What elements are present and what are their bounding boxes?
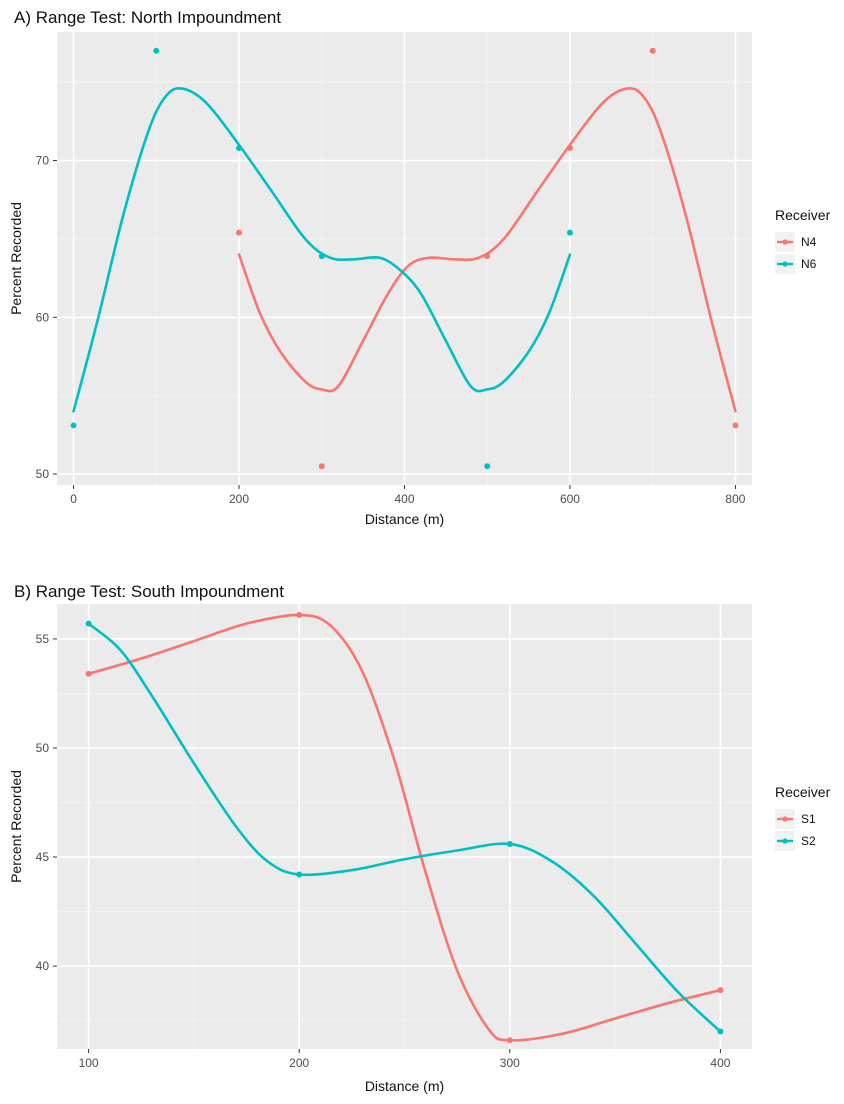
data-point <box>566 144 573 151</box>
data-point <box>85 670 92 677</box>
y-tick-label: 40 <box>36 959 50 973</box>
data-point <box>296 871 303 878</box>
chart-panel-south: B) Range Test: South Impoundment 100 200 3… <box>0 572 844 1099</box>
x-tick-label: 0 <box>70 492 77 506</box>
legend-label: S2 <box>801 834 816 848</box>
x-tick-label: 600 <box>560 492 580 506</box>
chart-north-svg: 0 200 400 600 800 50 60 70 Distance (m) Percent R… <box>8 32 831 527</box>
x-tick-label: 400 <box>394 492 414 506</box>
y-tick-label: 45 <box>36 850 50 864</box>
y-tick-label: 50 <box>36 741 50 755</box>
series-N6 <box>70 47 573 470</box>
legend-label: N6 <box>801 257 817 271</box>
data-point <box>318 253 325 260</box>
x-tick-label: 100 <box>79 1056 99 1070</box>
chart-south-svg: 100 200 300 400 40 45 50 55 Distance (m) Percent … <box>8 604 831 1094</box>
legend: Receiver N4 N6 <box>775 207 831 274</box>
x-tick-label: 300 <box>500 1056 520 1070</box>
y-axis-title: Percent Recorded <box>8 202 24 315</box>
data-point <box>717 987 724 994</box>
legend: Receiver S1 S2 <box>775 784 831 851</box>
x-axis-title: Distance (m) <box>365 511 444 527</box>
series-S2 <box>85 620 724 1035</box>
y-axis-title: Percent Recorded <box>8 770 24 883</box>
series-N4 <box>236 47 739 470</box>
y-tick-label: 60 <box>36 310 50 324</box>
legend-title: Receiver <box>775 784 831 800</box>
data-point <box>318 463 325 470</box>
legend-label: S1 <box>801 812 816 826</box>
data-point <box>153 47 160 54</box>
x-tick-label: 200 <box>229 492 249 506</box>
legend-title: Receiver <box>775 207 831 223</box>
data-point <box>236 229 243 236</box>
series-line <box>237 87 737 413</box>
data-point <box>649 47 656 54</box>
data-point <box>236 144 243 151</box>
legend-point <box>782 261 788 267</box>
series-line <box>87 622 722 1033</box>
x-axis-title: Distance (m) <box>365 1078 444 1094</box>
legend-point <box>782 838 788 844</box>
chart-title: B) Range Test: South Impoundment <box>14 582 284 601</box>
data-point <box>732 422 739 429</box>
legend-label: N4 <box>801 235 817 249</box>
data-point <box>296 611 303 618</box>
data-point <box>717 1028 724 1035</box>
data-point <box>85 620 92 627</box>
x-tick-label: 400 <box>710 1056 730 1070</box>
series-line <box>72 87 572 413</box>
series-line <box>87 613 722 1042</box>
data-point <box>70 422 77 429</box>
x-tick-label: 800 <box>725 492 745 506</box>
y-tick-label: 55 <box>36 632 50 646</box>
y-tick-label: 70 <box>36 154 50 168</box>
data-point <box>506 840 513 847</box>
chart-title: A) Range Test: North Impoundment <box>14 8 282 27</box>
data-point <box>484 463 491 470</box>
y-tick-label: 50 <box>36 467 50 481</box>
legend-point <box>782 816 788 822</box>
data-point <box>506 1037 513 1044</box>
data-point <box>484 253 491 260</box>
grid <box>57 604 752 1049</box>
x-tick-label: 200 <box>289 1056 309 1070</box>
data-point <box>566 229 573 236</box>
legend-point <box>782 239 788 245</box>
series-S1 <box>85 611 724 1044</box>
chart-panel-north: A) Range Test: North Impoundment 0 200 400… <box>0 0 844 545</box>
